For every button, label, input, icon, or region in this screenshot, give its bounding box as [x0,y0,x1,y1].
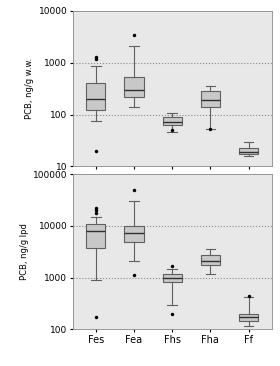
PathPatch shape [239,147,258,154]
PathPatch shape [163,273,182,282]
PathPatch shape [86,83,105,111]
PathPatch shape [86,224,105,248]
Y-axis label: PCB, ng/g lpd: PCB, ng/g lpd [20,223,29,280]
Y-axis label: PCB, ng/g w.w.: PCB, ng/g w.w. [25,58,34,119]
PathPatch shape [201,255,220,265]
PathPatch shape [124,226,144,242]
PathPatch shape [163,117,182,125]
PathPatch shape [239,314,258,321]
PathPatch shape [124,77,144,97]
PathPatch shape [201,92,220,107]
